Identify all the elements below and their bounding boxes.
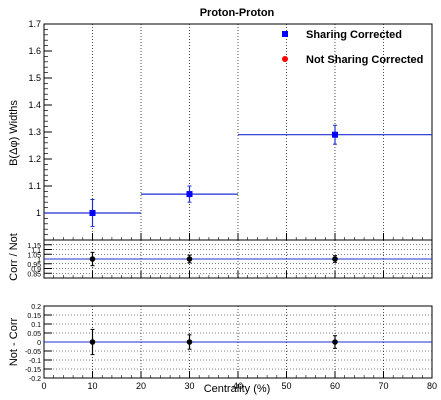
y-tick-label: 1.1 <box>28 181 41 191</box>
y-axis-title-ratio: Corr / Not <box>8 233 20 281</box>
legend: Sharing Corrected Not Sharing Corrected <box>282 29 423 66</box>
y-tick-label: -0.1 <box>29 358 41 365</box>
data-point <box>89 256 96 262</box>
data-point <box>186 339 193 345</box>
data-point <box>332 339 338 345</box>
y-tick-label: 0.9 <box>31 267 41 274</box>
x-tick-label: 0 <box>41 381 46 391</box>
data-point <box>332 256 338 262</box>
y-tick-label: -0.2 <box>29 376 41 383</box>
y-tick-label: 0.05 <box>27 331 41 338</box>
data-point <box>89 339 96 345</box>
legend-label-sharing-corrected: Sharing Corrected <box>306 29 402 41</box>
y-tick-label: 0 <box>37 340 41 347</box>
y-tick-label: 0.1 <box>31 322 41 329</box>
x-tick-label: 40 <box>233 381 243 391</box>
y-tick-label: -0.15 <box>25 367 41 374</box>
x-tick-label: 50 <box>281 381 291 391</box>
legend-marker-sharing-corrected <box>282 31 288 37</box>
x-tick-label: 60 <box>330 381 340 391</box>
y-tick-label: 0.85 <box>27 271 41 278</box>
y-tick-label: 1.4 <box>28 100 41 110</box>
y-axis-title-widths: B(Δφ) Widths <box>8 100 20 166</box>
legend-marker-not-sharing-corrected <box>282 56 288 62</box>
y-tick-label: 0.15 <box>27 313 41 320</box>
y-axis-title-difference: Not - Corr <box>8 318 20 367</box>
y-tick-label: 1 <box>37 257 41 264</box>
y-tick-label: 1.7 <box>28 19 41 29</box>
data-point <box>186 191 193 198</box>
x-tick-label: 70 <box>378 381 388 391</box>
data-point <box>332 131 338 138</box>
y-tick-label: 0.2 <box>31 304 41 311</box>
y-tick-label: 0.95 <box>27 262 41 269</box>
y-tick-label: 1.1 <box>31 248 41 255</box>
x-axis-title: Centrality (%) <box>204 383 271 395</box>
x-tick-label: 80 <box>427 381 437 391</box>
y-tick-label: 1.5 <box>28 73 41 83</box>
y-tick-label: 1.6 <box>28 46 41 56</box>
legend-label-not-sharing-corrected: Not Sharing Corrected <box>306 54 423 66</box>
y-tick-label: 1.05 <box>27 252 41 259</box>
y-tick-label: 1 <box>36 208 41 218</box>
x-tick-label: 10 <box>87 381 97 391</box>
difference-panel: -0.2 -0.15 -0.1 -0.05 0 0.05 0.1 0.15 0.2 0 10 20 30… <box>25 304 437 391</box>
y-tick-label: 1.3 <box>28 127 41 137</box>
y-tick-label: 1.15 <box>27 243 41 250</box>
main-widths-panel: 1 1.1 1.2 1.3 1.4 1.5 1.6 1.7 <box>28 19 433 241</box>
data-point <box>186 256 193 262</box>
y-tick-label: 1.2 <box>28 154 41 164</box>
x-tick-label: 30 <box>184 381 194 391</box>
y-tick-label: -0.05 <box>25 349 41 356</box>
chart-title: Proton-Proton <box>200 7 275 19</box>
data-point <box>89 210 96 216</box>
x-tick-label: 20 <box>136 381 146 391</box>
